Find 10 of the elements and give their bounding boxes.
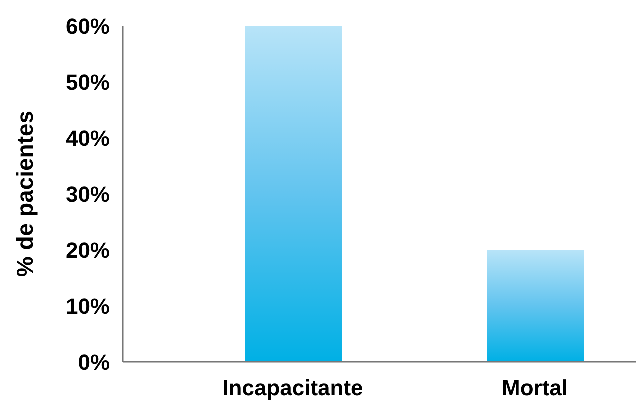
y-tick-label: 50% bbox=[66, 70, 110, 95]
x-tick-label: Mortal bbox=[502, 376, 568, 401]
y-tick-label: 60% bbox=[66, 14, 110, 39]
y-axis-title: % de pacientes bbox=[12, 110, 38, 278]
y-tick-label: 20% bbox=[66, 238, 110, 263]
y-tick-label: 30% bbox=[66, 182, 110, 207]
y-tick-label: 0% bbox=[78, 350, 110, 375]
x-tick-label: Incapacitante bbox=[222, 376, 364, 401]
y-tick-label: 10% bbox=[66, 294, 110, 319]
y-tick-label: 40% bbox=[66, 126, 110, 151]
